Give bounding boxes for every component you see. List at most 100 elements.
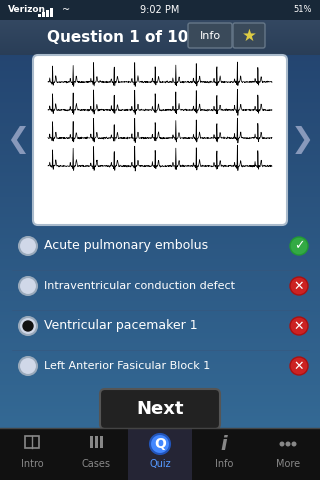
Bar (0, 393, 320, 394)
Bar (0, 303, 320, 304)
Circle shape (19, 357, 37, 375)
Bar (0, 468, 320, 469)
Circle shape (279, 442, 284, 446)
Bar (0, 190, 320, 191)
Bar (0, 253, 320, 254)
Bar (0, 247, 320, 248)
Bar (0, 86, 320, 87)
Bar (0, 313, 320, 314)
Bar (0, 300, 320, 301)
Bar (0, 254, 320, 255)
Bar (0, 419, 320, 420)
Bar (0, 363, 320, 364)
Bar (0, 33, 320, 34)
FancyBboxPatch shape (188, 23, 232, 48)
Bar (0, 240, 320, 241)
Text: Verizon: Verizon (8, 5, 46, 14)
Bar (0, 0, 320, 1)
Bar (0, 320, 320, 321)
Bar (0, 168, 320, 169)
Bar (0, 464, 320, 465)
Bar (0, 379, 320, 380)
Bar (0, 139, 320, 140)
Bar (0, 423, 320, 424)
Bar (0, 130, 320, 131)
Bar (0, 183, 320, 184)
Bar (0, 191, 320, 192)
Bar (0, 140, 320, 141)
Bar (0, 171, 320, 172)
Text: ✕: ✕ (294, 279, 304, 292)
Bar (0, 20, 320, 21)
Circle shape (150, 434, 170, 454)
Bar (0, 441, 320, 442)
Bar (0, 70, 320, 71)
Bar (0, 268, 320, 269)
Bar (0, 3, 320, 4)
Bar (0, 236, 320, 237)
Bar (0, 6, 320, 7)
Bar (0, 409, 320, 410)
Bar (0, 334, 320, 335)
Bar (0, 447, 320, 448)
Bar (0, 131, 320, 132)
Bar (0, 95, 320, 96)
Bar (0, 295, 320, 296)
Bar (0, 220, 320, 221)
Bar (0, 24, 320, 25)
Bar (0, 256, 320, 257)
Bar (0, 181, 320, 182)
Bar (0, 172, 320, 173)
Bar (0, 138, 320, 139)
Bar (0, 117, 320, 118)
Bar (0, 162, 320, 163)
Bar (0, 108, 320, 109)
Bar (0, 329, 320, 330)
Bar (0, 337, 320, 338)
Bar (0, 317, 320, 318)
Bar (0, 201, 320, 202)
Bar (0, 57, 320, 58)
Bar (0, 126, 320, 127)
Bar (0, 156, 320, 157)
Bar (0, 328, 320, 329)
Bar (0, 381, 320, 382)
Bar (0, 104, 320, 105)
Bar (0, 48, 320, 49)
Bar (0, 166, 320, 167)
Bar (0, 115, 320, 116)
Bar (0, 122, 320, 123)
Bar (0, 225, 320, 226)
Bar (50, 8, 53, 17)
Bar (0, 359, 320, 360)
Bar (0, 89, 320, 90)
Bar (0, 94, 320, 95)
Bar (0, 51, 320, 52)
Bar (0, 273, 320, 274)
Bar (0, 98, 320, 99)
Bar (0, 120, 320, 121)
Bar (0, 28, 320, 29)
Bar (0, 286, 320, 287)
Bar (0, 21, 320, 22)
Bar (0, 215, 320, 216)
Bar (0, 66, 320, 67)
Bar (0, 230, 320, 231)
Bar (0, 311, 320, 312)
Bar (0, 339, 320, 340)
Bar (0, 333, 320, 334)
Bar (0, 2, 320, 3)
Bar (0, 55, 320, 56)
Bar (0, 364, 320, 365)
Bar (0, 22, 320, 23)
Bar (0, 46, 320, 47)
Bar (0, 347, 320, 348)
Text: Cases: Cases (82, 459, 110, 469)
Bar (0, 39, 320, 40)
Bar (0, 227, 320, 228)
Text: 51%: 51% (293, 5, 312, 14)
Bar (0, 177, 320, 178)
Bar (0, 435, 320, 436)
Bar (0, 170, 320, 171)
Bar (0, 400, 320, 401)
